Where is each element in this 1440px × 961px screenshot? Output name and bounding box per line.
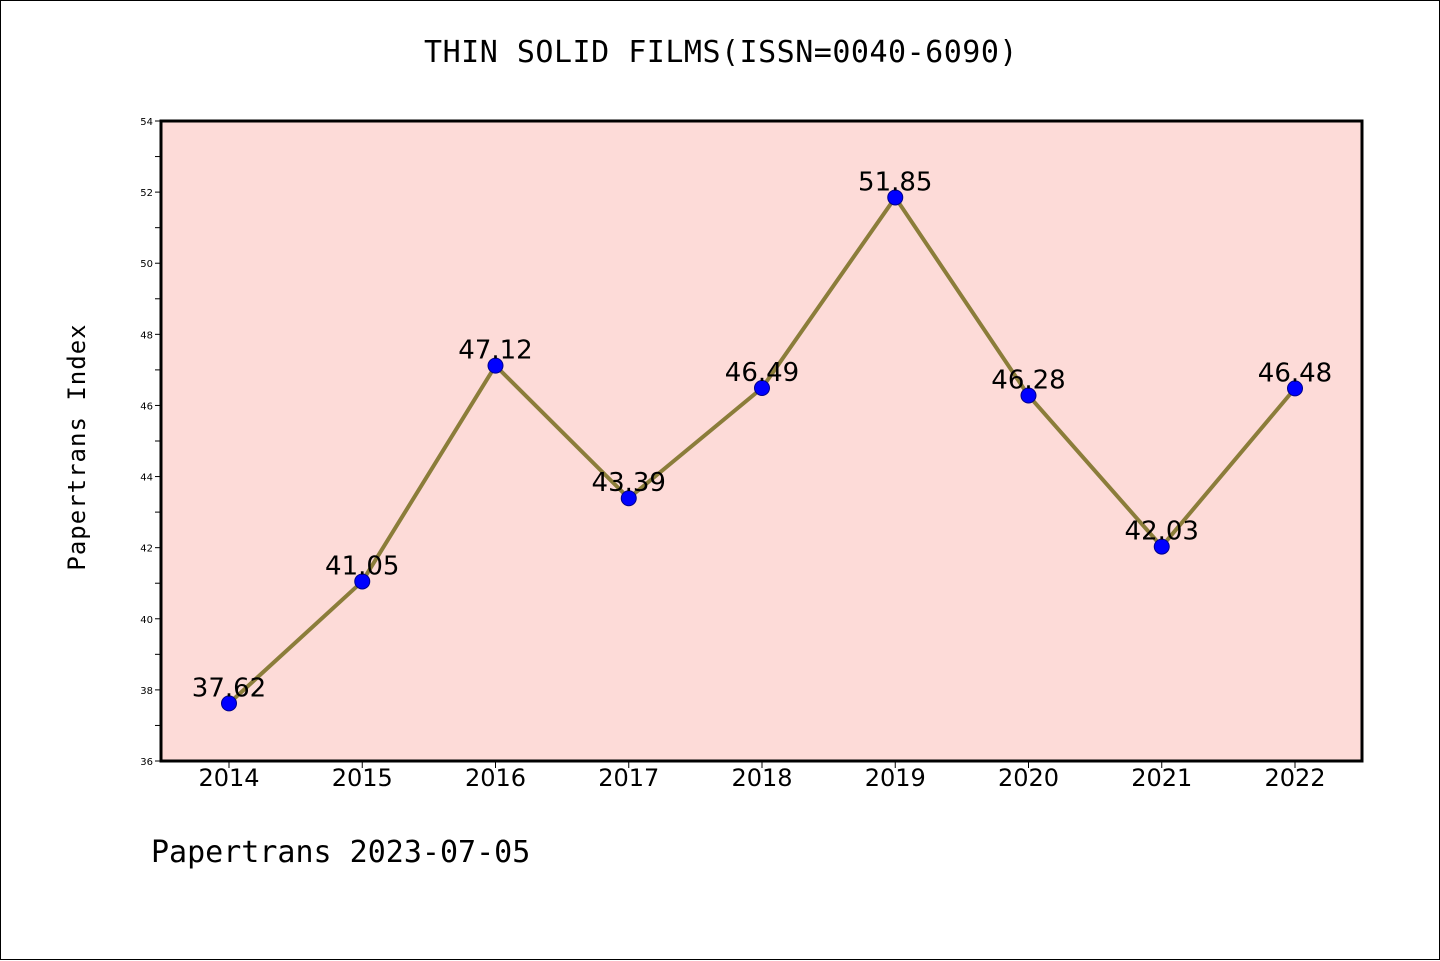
plot-border [159,119,1364,763]
data-label: 46.49 [725,358,799,388]
x-tick-label: 2014 [198,764,259,792]
x-tick-label: 2019 [865,764,926,792]
data-point [754,380,770,397]
y-tick-label: 50 [140,259,153,270]
footer-credit: Papertrans 2023-07-05 [151,835,531,870]
y-tick-label: 44 [140,473,153,484]
data-label: 46.48 [1258,358,1332,388]
data-point [1020,387,1037,404]
data-point [354,573,371,590]
y-tick-label: 42 [140,544,153,555]
x-tick-label: 2021 [1131,764,1192,792]
y-tick-label: 40 [140,615,153,626]
x-tick-label: 2020 [998,764,1059,792]
y-tick-label: 48 [140,330,153,341]
chart-title: THIN SOLID FILMS(ISSN=0040-6090) [424,35,1018,70]
y-tick-label: 54 [140,117,153,128]
x-tick-label: 2018 [731,764,792,792]
x-tick-label: 2017 [598,764,659,792]
data-point [487,357,504,374]
data-point [620,490,637,507]
data-point [1153,538,1170,555]
data-label: 47.12 [458,336,532,366]
x-tick-label: 2022 [1264,764,1325,792]
plot-background [161,121,1362,761]
y-tick-label: 46 [140,401,153,412]
y-tick-label: 38 [140,686,153,697]
data-point [221,695,237,712]
y-tick-label: 52 [140,188,153,199]
y-tick-label: 36 [140,757,153,768]
data-label: 41.05 [325,551,399,581]
data-label: 42.03 [1125,517,1199,547]
data-point [1287,380,1303,397]
data-label: 51.85 [858,167,932,197]
x-tick-label: 2016 [465,764,526,792]
data-label: 43.39 [592,468,666,498]
data-label: 46.28 [991,365,1065,395]
data-point [887,189,904,206]
x-tick-label: 2015 [332,764,393,792]
data-label: 37.62 [192,673,266,703]
